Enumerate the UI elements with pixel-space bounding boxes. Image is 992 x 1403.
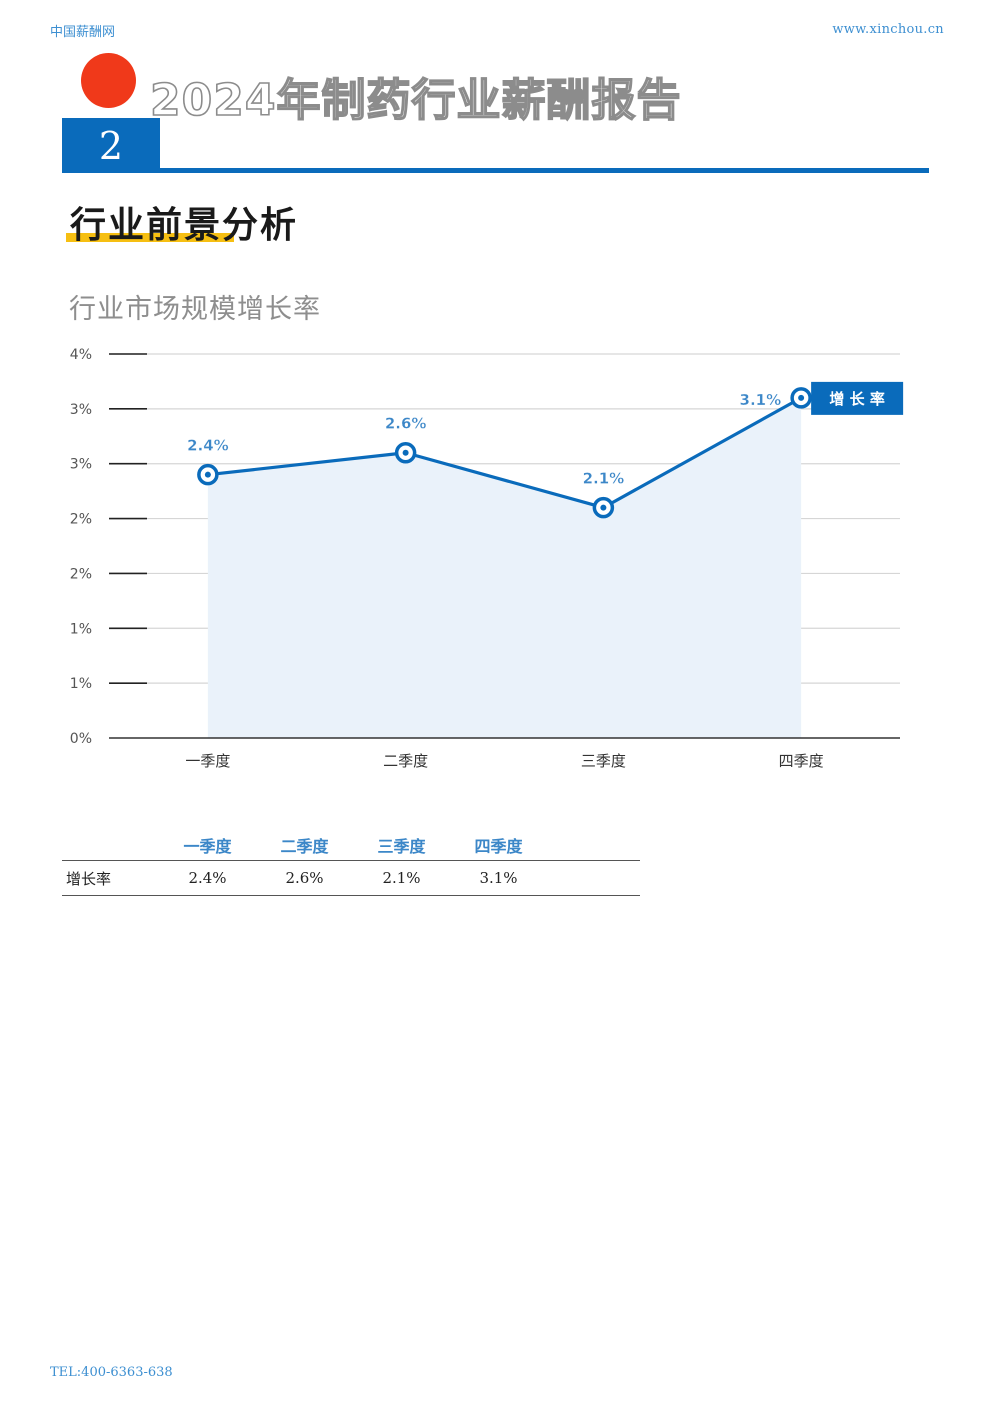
table-cell: 2.4% [159, 860, 256, 896]
y-tick-label: 0% [70, 731, 92, 747]
chapter-number-badge: 2 [62, 118, 160, 173]
table-cell-spacer [547, 860, 640, 896]
x-tick-label: 四季度 [779, 752, 824, 770]
x-tick-label: 三季度 [581, 752, 626, 770]
site-url[interactable]: www.xinchou.cn [832, 22, 944, 37]
y-tick-label: 1% [70, 621, 92, 637]
site-name: 中国薪酬网 [50, 25, 116, 40]
legend-label: 增 长 率 [829, 390, 884, 408]
x-tick-label: 二季度 [383, 752, 428, 770]
data-point-center [798, 394, 805, 401]
section-title: 行业前景分析 [70, 205, 299, 246]
table-cell: 2.1% [353, 860, 450, 896]
data-point-center [600, 504, 607, 511]
table-header-cell: 一季度 [159, 830, 256, 861]
series-line [207, 396, 802, 510]
data-point-center [204, 471, 211, 478]
table-cell: 2.6% [256, 860, 353, 896]
chapter-divider [62, 168, 929, 173]
y-tick-label: 1% [70, 676, 92, 692]
section-title-highlight [66, 233, 234, 242]
x-tick-label: 一季度 [185, 752, 230, 770]
data-label: 2.6% [385, 415, 427, 433]
table-header-row: 一季度 二季度 三季度 四季度 [62, 830, 640, 861]
y-tick-label: 2% [70, 512, 92, 528]
chart-title: 行业市场规模增长率 [69, 294, 321, 325]
table-header-cell: 二季度 [256, 830, 353, 861]
data-label: 2.4% [187, 437, 229, 455]
table-cell: 3.1% [450, 860, 547, 896]
y-tick-label: 3% [70, 402, 92, 418]
growth-rate-table: 一季度 二季度 三季度 四季度 增长率 2.4% 2.6% 2.1% 3.1% [62, 830, 640, 896]
y-tick-label: 3% [70, 457, 92, 473]
table-header-cell: 三季度 [353, 830, 450, 861]
legend-badge [811, 381, 904, 415]
table-header-cell [62, 830, 159, 861]
y-tick-label: 2% [70, 566, 92, 582]
footer-tel: TEL:400-6363-638 [50, 1365, 173, 1380]
table-header-spacer [547, 830, 640, 861]
data-label: 2.1% [583, 470, 625, 488]
growth-rate-chart: 0% 1% 1% 2% 2% 3% 3% 4% 2.4% 2.6% 2.1% 3.1% 一季度 二季度 三季… [70, 347, 904, 770]
data-point-center [402, 449, 409, 456]
report-title: 2024年制药行业薪酬报告 [149, 74, 682, 127]
data-label: 3.1% [740, 391, 782, 409]
decorative-red-dot [81, 53, 136, 108]
table-row-label: 增长率 [62, 860, 159, 896]
table-header-cell: 四季度 [450, 830, 547, 861]
series-area [207, 397, 802, 738]
table-row: 增长率 2.4% 2.6% 2.1% 3.1% [62, 860, 640, 896]
y-tick-label: 4% [70, 347, 92, 363]
